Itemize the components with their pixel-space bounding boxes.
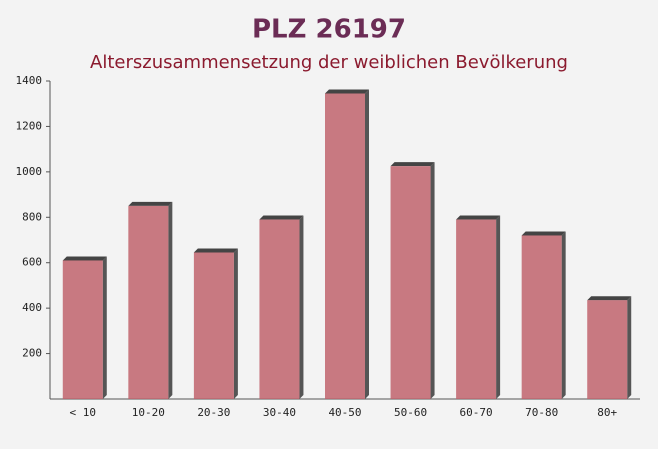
bar-shadow	[259, 215, 304, 220]
bar-shadow	[299, 215, 304, 399]
y-tick-label: 200	[22, 347, 42, 360]
bar-shadow	[168, 201, 173, 399]
x-tick-label: 60-70	[460, 406, 493, 419]
y-tick-label: 1200	[16, 119, 43, 132]
bar-shadow	[128, 201, 173, 206]
bar-shadow	[456, 215, 501, 220]
bar-shadow	[390, 162, 435, 167]
bar	[325, 93, 365, 399]
bar	[62, 260, 103, 399]
bar-shadow	[561, 231, 566, 399]
bar-shadow	[233, 248, 238, 399]
bar-shadow	[365, 89, 369, 399]
bar	[587, 300, 628, 399]
bar	[128, 205, 169, 399]
y-tick-label: 600	[22, 256, 42, 269]
y-tick-label: 400	[22, 301, 42, 314]
bar	[521, 235, 562, 399]
y-tick-label: 800	[22, 210, 42, 223]
bar	[259, 219, 300, 399]
bar-shadow	[627, 296, 632, 399]
bar-shadow	[193, 248, 238, 253]
bar	[456, 219, 497, 399]
bar-shadow	[521, 231, 566, 236]
bar	[193, 252, 234, 399]
x-tick-label: 70-80	[525, 406, 558, 419]
bar-shadow	[587, 296, 632, 301]
x-tick-label: 50-60	[394, 406, 427, 419]
bar-shadow	[430, 162, 435, 399]
chart-title: PLZ 26197	[252, 15, 406, 45]
y-tick-label: 1000	[16, 165, 43, 178]
bar-shadow	[102, 256, 107, 399]
bar-shadow	[62, 256, 107, 261]
x-tick-label: 20-30	[197, 406, 230, 419]
chart-subtitle: Alterszusammensetzung der weiblichen Bev…	[90, 52, 568, 73]
bar-shadow	[325, 89, 369, 94]
y-tick-label: 1400	[16, 74, 43, 87]
x-tick-label: 10-20	[132, 406, 165, 419]
x-tick-label: 40-50	[328, 406, 361, 419]
x-tick-label: < 10	[70, 406, 97, 419]
x-tick-label: 80+	[597, 406, 617, 419]
bar	[390, 166, 431, 399]
x-tick-label: 30-40	[263, 406, 296, 419]
bar-shadow	[496, 215, 501, 399]
